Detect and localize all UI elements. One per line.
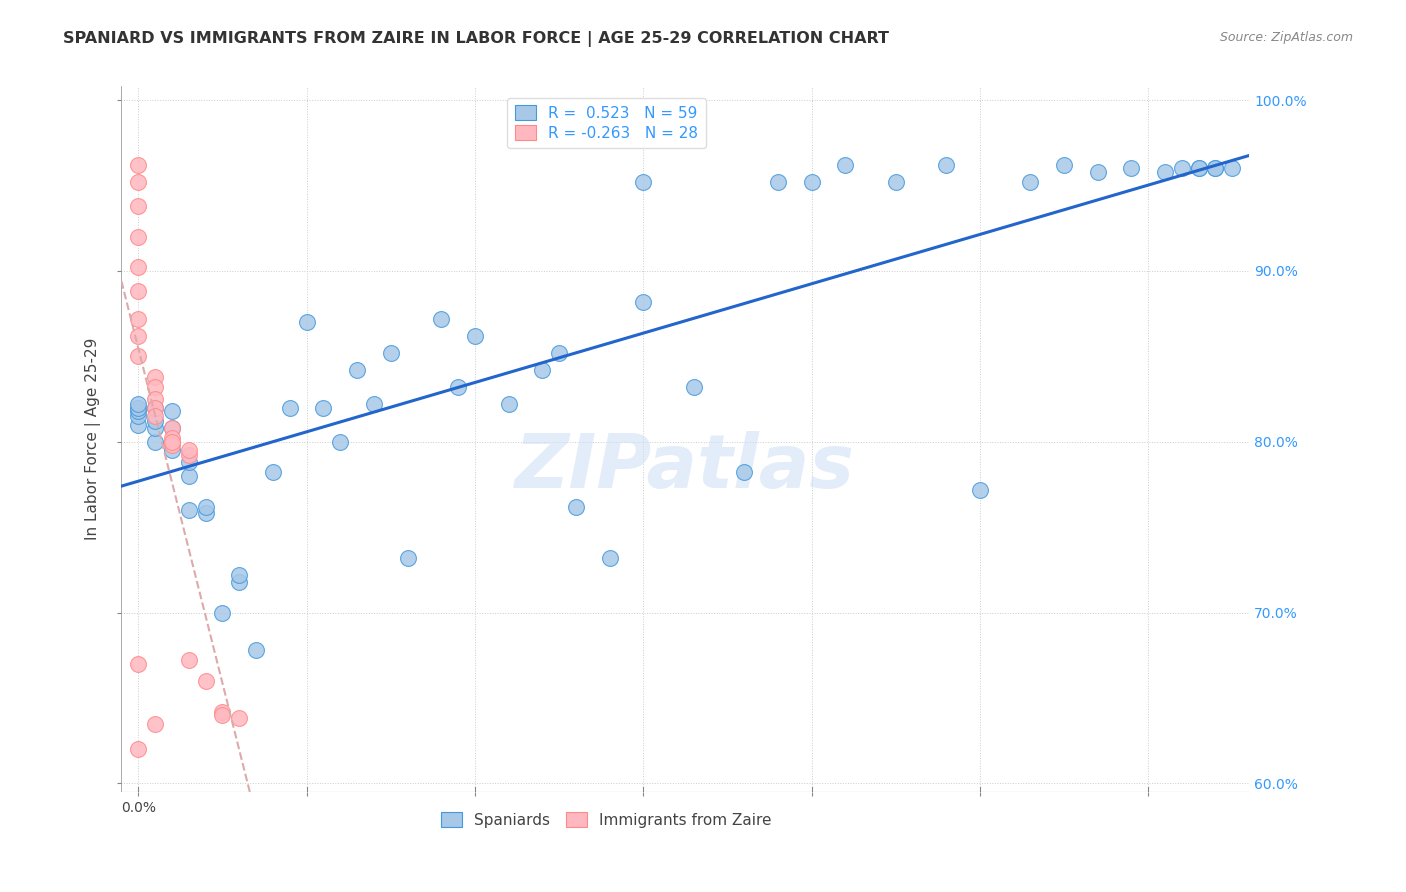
Point [127, 401, 149, 415]
Point [295, 315, 318, 329]
Point [127, 260, 149, 275]
Point [1121, 161, 1143, 176]
Point [969, 483, 991, 497]
Point [160, 443, 183, 458]
Point [211, 708, 233, 723]
Point [329, 434, 352, 449]
Point [127, 397, 149, 411]
Point [631, 294, 654, 309]
Point [1205, 161, 1227, 176]
Point [143, 401, 166, 415]
Point [160, 421, 183, 435]
Y-axis label: In Labor Force | Age 25-29: In Labor Force | Age 25-29 [86, 338, 101, 541]
Point [228, 574, 250, 589]
Point [160, 434, 183, 449]
Point [143, 414, 166, 428]
Point [935, 158, 957, 172]
Point [733, 466, 755, 480]
Point [346, 363, 368, 377]
Point [127, 229, 149, 244]
Point [228, 711, 250, 725]
Point [177, 503, 200, 517]
Point [177, 469, 200, 483]
Point [194, 500, 217, 514]
Point [565, 500, 588, 514]
Point [127, 404, 149, 418]
Point [143, 434, 166, 449]
Point [127, 175, 149, 189]
Point [228, 568, 250, 582]
Text: ZIPatlas: ZIPatlas [515, 431, 855, 504]
Point [143, 716, 166, 731]
Point [194, 673, 217, 688]
Point [143, 409, 166, 423]
Point [127, 657, 149, 671]
Point [682, 380, 704, 394]
Point [143, 392, 166, 406]
Legend: Spaniards, Immigrants from Zaire: Spaniards, Immigrants from Zaire [434, 806, 778, 834]
Point [1154, 165, 1177, 179]
Point [363, 397, 385, 411]
Point [177, 653, 200, 667]
Point [531, 363, 554, 377]
Point [127, 409, 149, 423]
Point [548, 346, 571, 360]
Point [127, 417, 149, 432]
Point [1087, 165, 1109, 179]
Point [127, 349, 149, 363]
Point [143, 421, 166, 435]
Point [211, 606, 233, 620]
Point [160, 438, 183, 452]
Point [1188, 161, 1211, 176]
Point [498, 397, 520, 411]
Text: Source: ZipAtlas.com: Source: ZipAtlas.com [1219, 31, 1353, 45]
Point [1053, 158, 1076, 172]
Point [160, 431, 183, 445]
Point [143, 369, 166, 384]
Point [262, 466, 284, 480]
Point [127, 328, 149, 343]
Point [127, 285, 149, 299]
Point [143, 380, 166, 394]
Point [1188, 161, 1211, 176]
Point [245, 643, 267, 657]
Point [127, 742, 149, 756]
Point [396, 550, 419, 565]
Point [160, 404, 183, 418]
Point [1220, 161, 1243, 176]
Point [177, 455, 200, 469]
Point [127, 158, 149, 172]
Point [834, 158, 856, 172]
Text: SPANIARD VS IMMIGRANTS FROM ZAIRE IN LABOR FORCE | AGE 25-29 CORRELATION CHART: SPANIARD VS IMMIGRANTS FROM ZAIRE IN LAB… [63, 31, 889, 47]
Point [464, 328, 486, 343]
Point [194, 507, 217, 521]
Point [177, 443, 200, 458]
Point [599, 550, 621, 565]
Point [160, 421, 183, 435]
Point [127, 311, 149, 326]
Point [631, 175, 654, 189]
Point [447, 380, 470, 394]
Point [127, 199, 149, 213]
Point [430, 311, 453, 326]
Point [278, 401, 301, 415]
Point [177, 449, 200, 463]
Point [1171, 161, 1194, 176]
Point [312, 401, 335, 415]
Point [800, 175, 823, 189]
Point [1019, 175, 1042, 189]
Point [884, 175, 907, 189]
Point [766, 175, 789, 189]
Point [143, 401, 166, 415]
Point [1205, 161, 1227, 176]
Point [211, 705, 233, 719]
Point [380, 346, 402, 360]
